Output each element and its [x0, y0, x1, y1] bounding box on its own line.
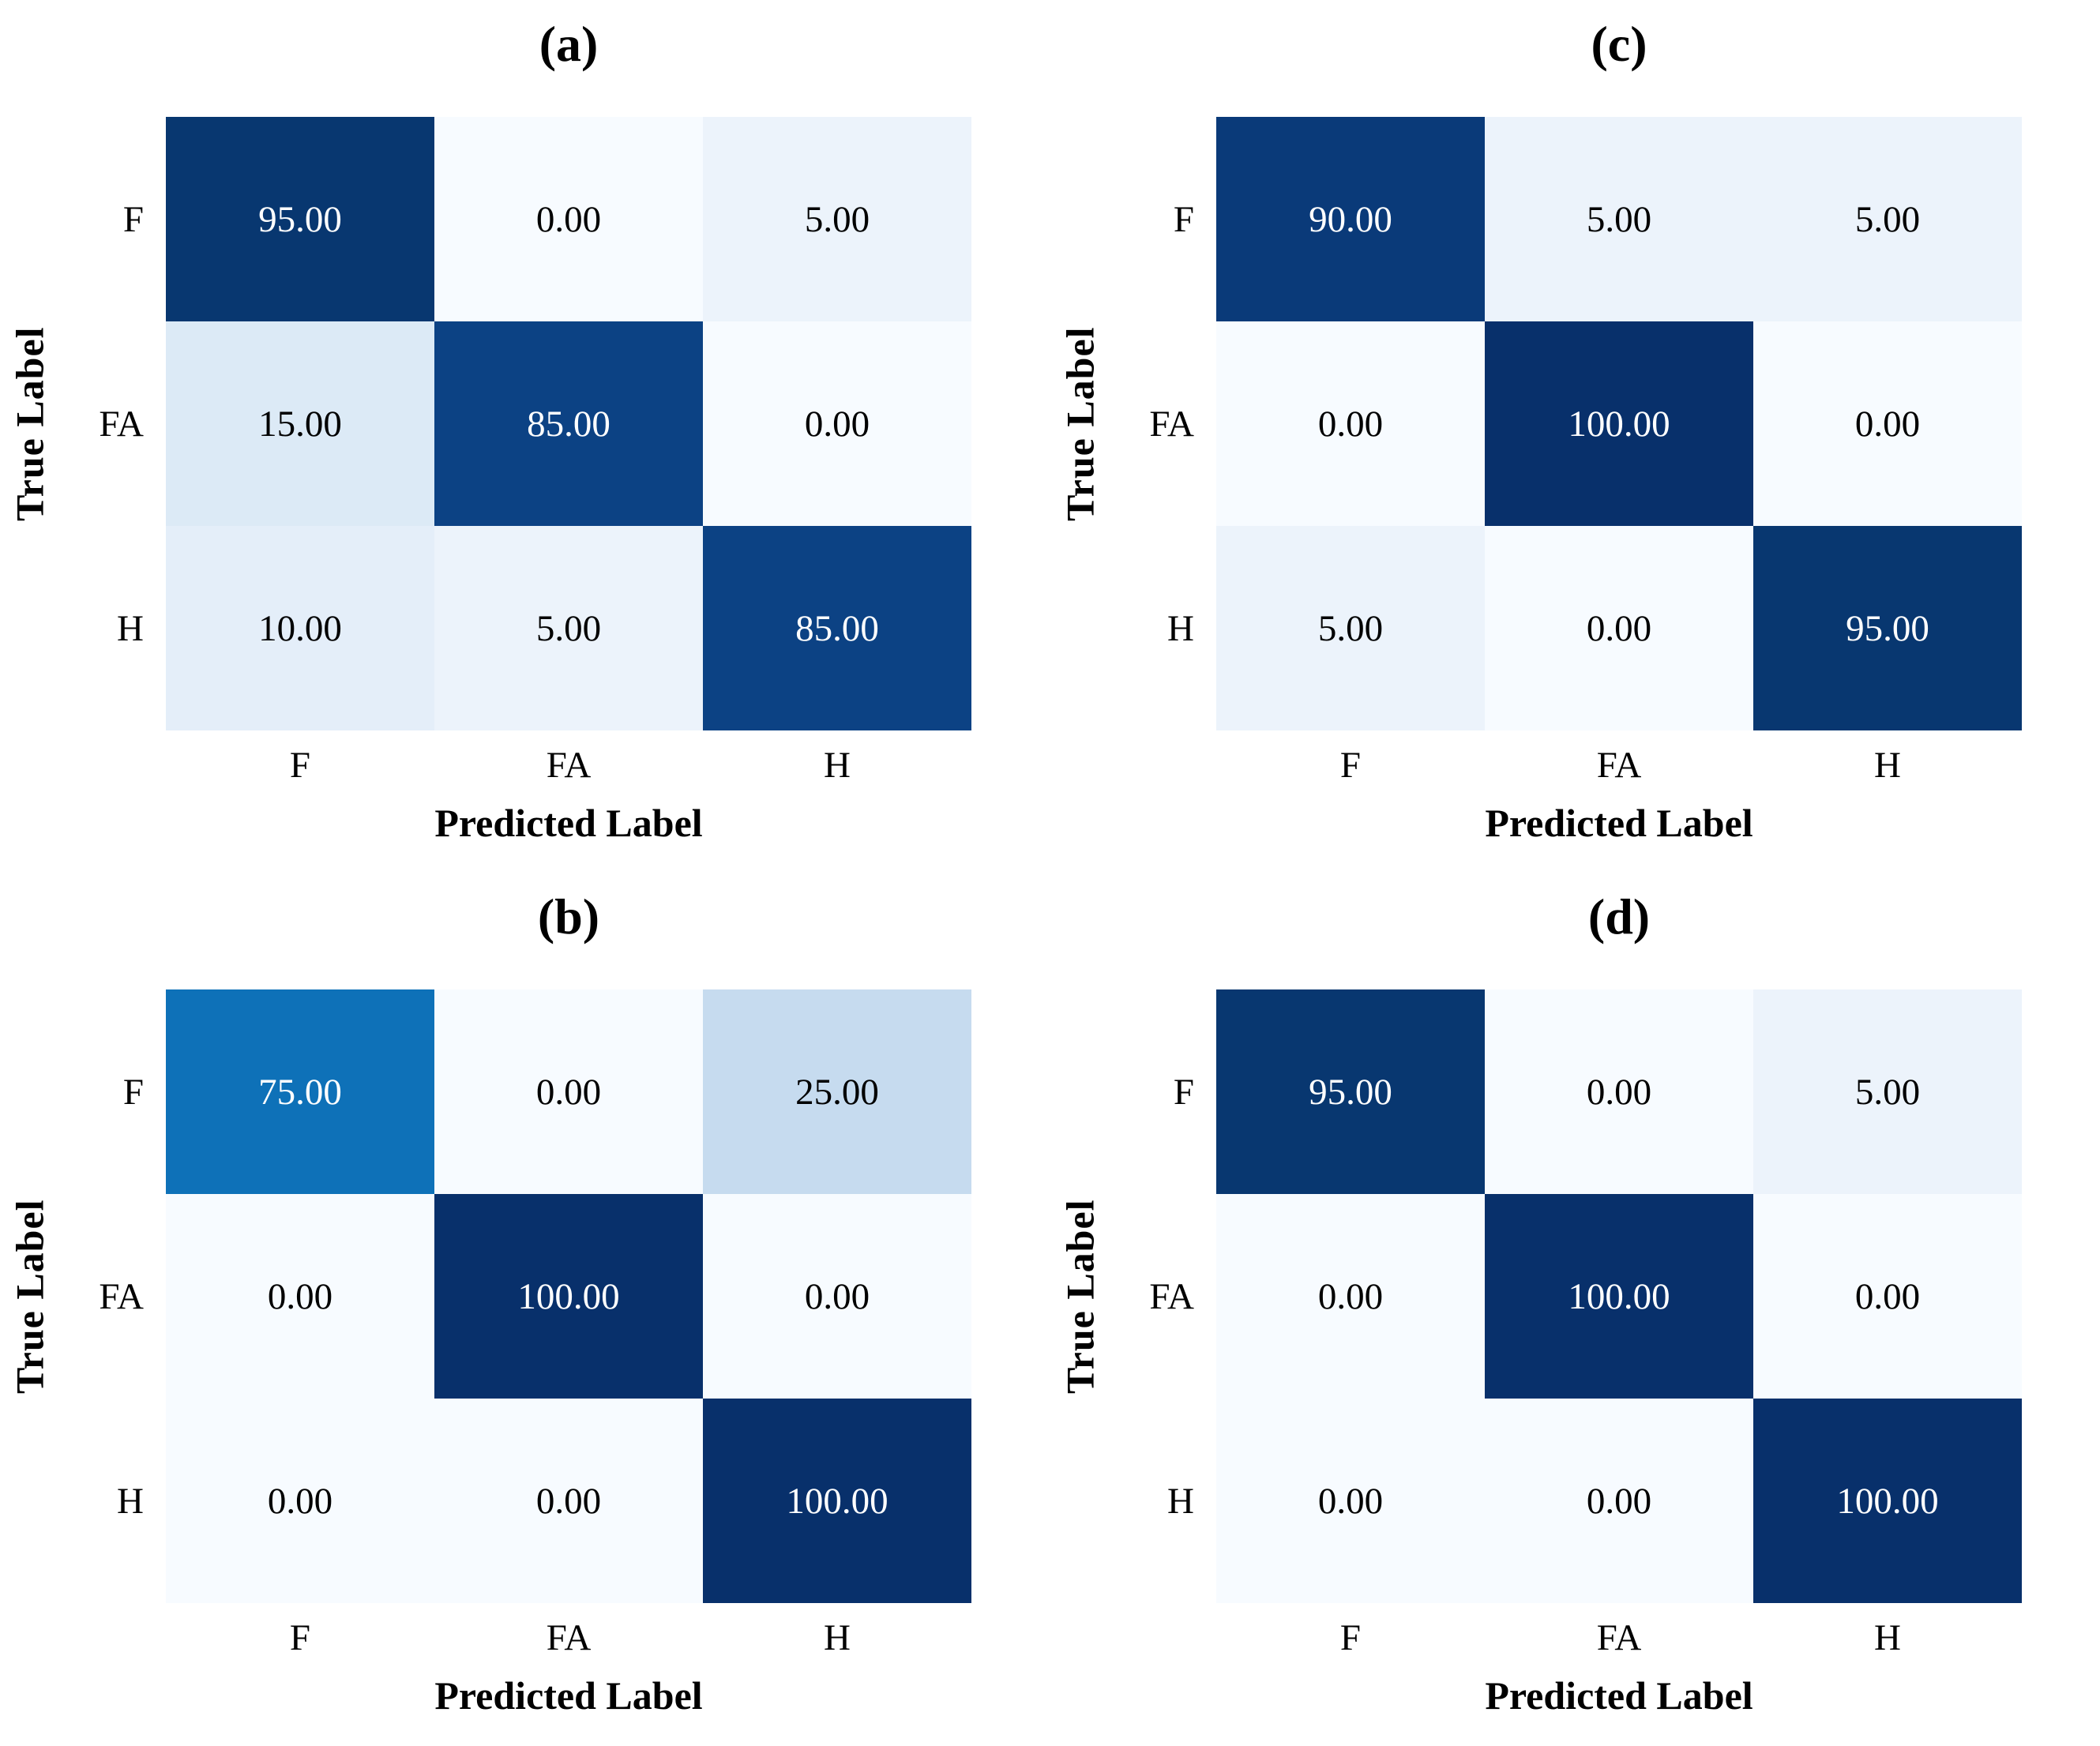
y-tick-H: H — [1167, 607, 1194, 649]
matrix-b: 75.00 0.00 25.00 0.00 100.00 0.00 0.00 0.00 100.… — [166, 989, 971, 1603]
cell-d-H-F: 0.00 — [1216, 1399, 1485, 1603]
y-ticks-b: F FA H — [59, 989, 166, 1603]
panel-c: (c) True Label F FA H 90.00 5.00 5.00 0.00 100.00… — [1050, 0, 2100, 873]
x-axis-label-a: Predicted Label — [434, 801, 703, 845]
cell-c-F-H: 5.00 — [1753, 117, 2022, 321]
cell-a-F-H: 5.00 — [703, 117, 971, 321]
cell-d-F-FA: 0.00 — [1485, 989, 1753, 1194]
cell-c-F-FA: 5.00 — [1485, 117, 1753, 321]
panel-title-d: (d) — [1587, 888, 1651, 944]
cell-a-F-FA: 0.00 — [434, 117, 703, 321]
x-ticks-b: F FA H — [166, 1603, 971, 1673]
cell-a-FA-F: 15.00 — [166, 321, 434, 526]
x-axis-label-d: Predicted Label — [1485, 1673, 1753, 1718]
x-tick-H: H — [1874, 1617, 1901, 1658]
x-tick-H: H — [1874, 745, 1901, 786]
cell-d-FA-H: 0.00 — [1753, 1194, 2022, 1399]
cell-b-FA-FA: 100.00 — [434, 1194, 703, 1399]
cell-c-FA-F: 0.00 — [1216, 321, 1485, 526]
panel-b: (b) True Label F FA H 75.00 0.00 25.00 0.00 100.0… — [0, 873, 1050, 1746]
y-ticks-a: F FA H — [59, 117, 166, 730]
panel-title-b: (b) — [537, 888, 600, 944]
cell-c-H-F: 5.00 — [1216, 526, 1485, 730]
cell-b-F-FA: 0.00 — [434, 989, 703, 1194]
cell-b-FA-H: 0.00 — [703, 1194, 971, 1399]
matrix-c: 90.00 5.00 5.00 0.00 100.00 0.00 5.00 0.00 95.00 — [1216, 117, 2022, 730]
y-tick-F: F — [122, 198, 144, 240]
cell-b-FA-F: 0.00 — [166, 1194, 434, 1399]
y-ticks-c: F FA H — [1110, 117, 1216, 730]
cell-d-F-H: 5.00 — [1753, 989, 2022, 1194]
cell-c-H-FA: 0.00 — [1485, 526, 1753, 730]
y-ticks-d: F FA H — [1110, 989, 1216, 1603]
y-tick-F: F — [1173, 198, 1194, 240]
y-tick-F: F — [1173, 1071, 1194, 1113]
cell-d-FA-F: 0.00 — [1216, 1194, 1485, 1399]
cell-b-F-H: 25.00 — [703, 989, 971, 1194]
cell-a-H-H: 85.00 — [703, 526, 971, 730]
cell-b-H-F: 0.00 — [166, 1399, 434, 1603]
y-tick-H: H — [117, 607, 144, 649]
cell-a-H-F: 10.00 — [166, 526, 434, 730]
x-tick-FA: FA — [546, 745, 592, 786]
x-tick-F: F — [289, 1617, 311, 1658]
x-tick-H: H — [824, 745, 851, 786]
cell-d-H-FA: 0.00 — [1485, 1399, 1753, 1603]
matrix-a: 95.00 0.00 5.00 15.00 85.00 0.00 10.00 5.00 85.0… — [166, 117, 971, 730]
panel-d: (d) True Label F FA H 95.00 0.00 5.00 0.00 100.00… — [1050, 873, 2100, 1746]
x-tick-FA: FA — [546, 1617, 592, 1658]
cell-d-F-F: 95.00 — [1216, 989, 1485, 1194]
cell-c-FA-FA: 100.00 — [1485, 321, 1753, 526]
x-tick-F: F — [289, 745, 311, 786]
y-axis-label-c: True Label — [1058, 326, 1103, 521]
cell-a-F-F: 95.00 — [166, 117, 434, 321]
y-tick-H: H — [1167, 1480, 1194, 1522]
x-ticks-a: F FA H — [166, 730, 971, 800]
matrix-d: 95.00 0.00 5.00 0.00 100.00 0.00 0.00 0.00 100.0… — [1216, 989, 2022, 1603]
y-axis-label-a: True Label — [7, 326, 52, 521]
cell-a-FA-FA: 85.00 — [434, 321, 703, 526]
panel-a: (a) True Label F FA H 95.00 0.00 5.00 15.00 85.00… — [0, 0, 1050, 873]
cell-d-FA-FA: 100.00 — [1485, 1194, 1753, 1399]
y-tick-F: F — [122, 1071, 144, 1113]
y-tick-H: H — [117, 1480, 144, 1522]
y-tick-FA: FA — [1149, 1275, 1194, 1317]
x-ticks-d: F FA H — [1216, 1603, 2022, 1673]
y-tick-FA: FA — [99, 403, 144, 445]
cell-b-F-F: 75.00 — [166, 989, 434, 1194]
cell-d-H-H: 100.00 — [1753, 1399, 2022, 1603]
cell-a-FA-H: 0.00 — [703, 321, 971, 526]
y-tick-FA: FA — [1149, 403, 1194, 445]
x-ticks-c: F FA H — [1216, 730, 2022, 800]
cell-b-H-H: 100.00 — [703, 1399, 971, 1603]
x-axis-label-b: Predicted Label — [434, 1673, 703, 1718]
y-tick-FA: FA — [99, 1275, 144, 1317]
x-tick-F: F — [1339, 745, 1362, 786]
cell-c-F-F: 90.00 — [1216, 117, 1485, 321]
panel-title-c: (c) — [1591, 16, 1647, 72]
cell-a-H-FA: 5.00 — [434, 526, 703, 730]
x-tick-FA: FA — [1596, 1617, 1642, 1658]
x-tick-H: H — [824, 1617, 851, 1658]
y-axis-label-b: True Label — [7, 1199, 52, 1394]
x-axis-label-c: Predicted Label — [1485, 801, 1753, 845]
cell-c-FA-H: 0.00 — [1753, 321, 2022, 526]
cell-b-H-FA: 0.00 — [434, 1399, 703, 1603]
cell-c-H-H: 95.00 — [1753, 526, 2022, 730]
x-tick-F: F — [1339, 1617, 1362, 1658]
y-axis-label-d: True Label — [1058, 1199, 1103, 1394]
x-tick-FA: FA — [1596, 745, 1642, 786]
panel-title-a: (a) — [539, 16, 599, 72]
